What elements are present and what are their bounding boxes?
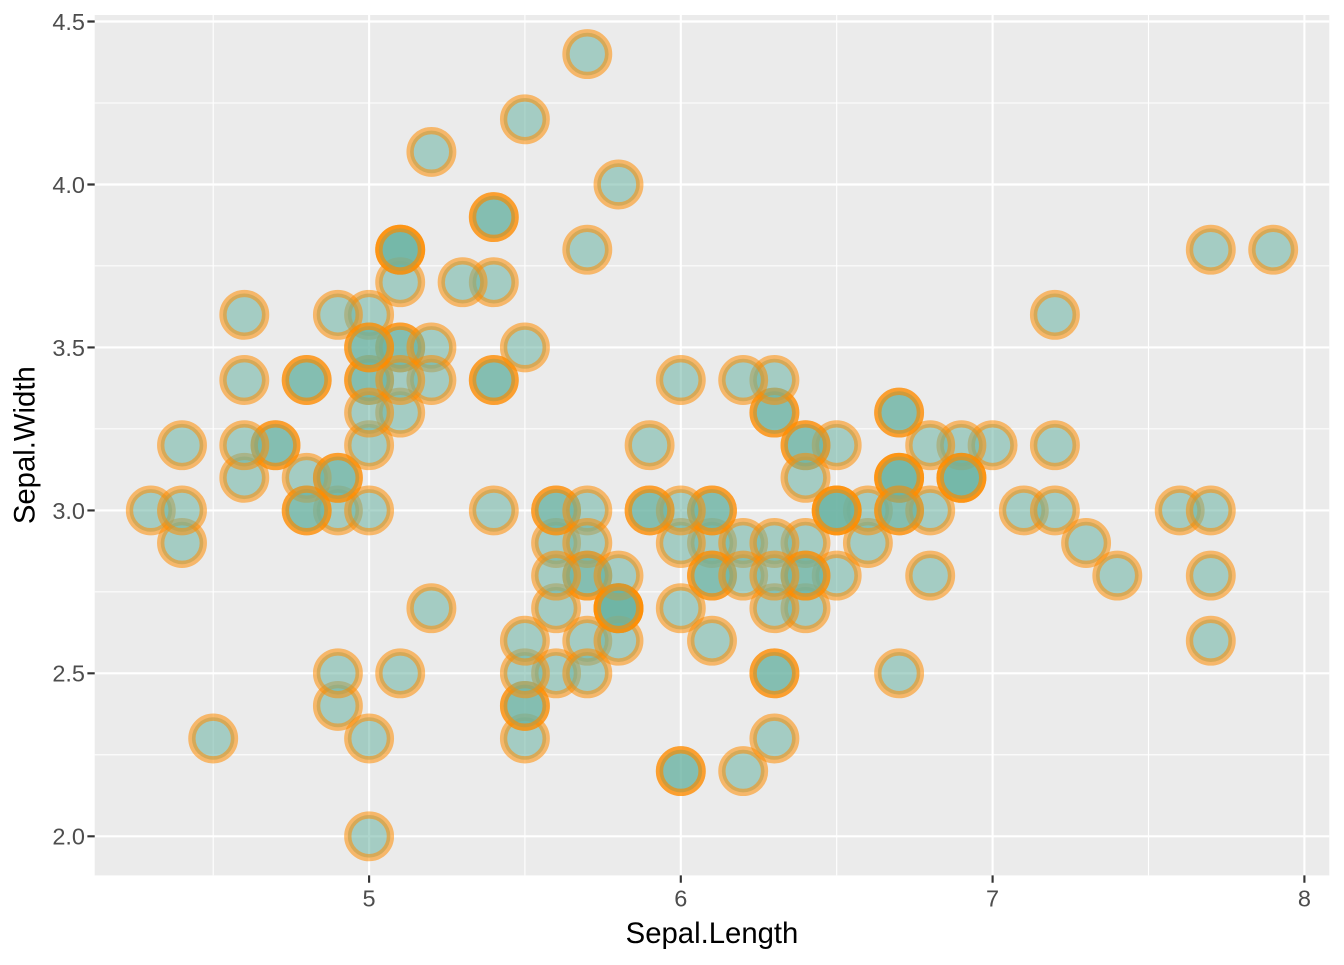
svg-text:5: 5	[363, 886, 376, 912]
svg-text:6: 6	[674, 886, 687, 912]
svg-text:Sepal.Width: Sepal.Width	[9, 366, 42, 524]
svg-text:4.0: 4.0	[52, 172, 85, 198]
svg-text:2.5: 2.5	[52, 661, 85, 687]
svg-text:2.0: 2.0	[52, 824, 85, 850]
svg-text:3.0: 3.0	[52, 498, 85, 524]
svg-text:Sepal.Length: Sepal.Length	[626, 917, 799, 950]
svg-text:3.5: 3.5	[52, 335, 85, 361]
svg-text:7: 7	[986, 886, 999, 912]
svg-text:4.5: 4.5	[52, 9, 85, 35]
svg-text:8: 8	[1298, 886, 1311, 912]
